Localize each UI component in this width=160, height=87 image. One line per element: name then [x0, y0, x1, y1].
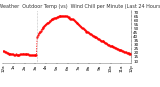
Title: Milwaukee Weather  Outdoor Temp (vs)  Wind Chill per Minute (Last 24 Hours): Milwaukee Weather Outdoor Temp (vs) Wind… — [0, 4, 160, 9]
